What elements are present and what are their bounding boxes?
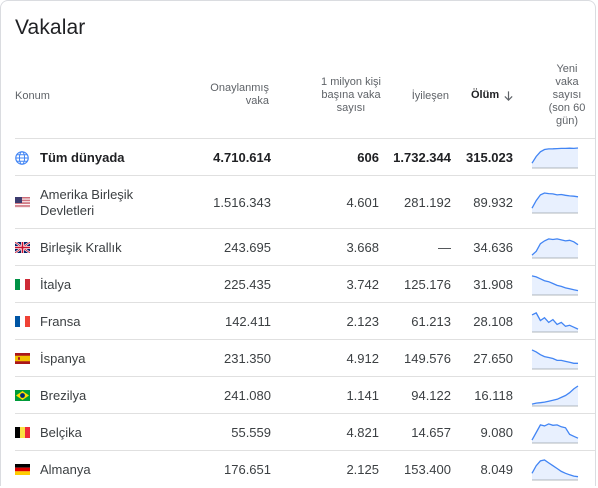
location-name: Fransa	[40, 313, 81, 329]
table-row[interactable]: Almanya 176.651 2.125 153.400 8.049	[15, 450, 595, 488]
location-name: İspanya	[40, 350, 86, 366]
deaths-value: 34.636	[473, 239, 513, 255]
table-row[interactable]: İspanya 231.350 4.912 149.576 27.650	[15, 339, 595, 377]
deaths-value: 9.080	[480, 424, 513, 440]
deaths-value: 16.118	[474, 387, 513, 403]
location-name: Belçika	[40, 424, 82, 440]
header-deaths-label: Ölüm	[471, 89, 500, 101]
per-million-value: 2.123	[346, 313, 379, 329]
table-row[interactable]: Belçika 55.559 4.821 14.657 9.080	[15, 413, 595, 451]
recovered-value: 94.122	[411, 387, 451, 403]
recovered-value: 125.176	[404, 276, 451, 292]
location-name: Tüm dünyada	[40, 149, 125, 165]
deaths-value: 8.049	[480, 461, 513, 477]
confirmed-value: 4.710.614	[213, 149, 271, 165]
belgium-flag-icon	[15, 427, 30, 438]
location-name: İtalya	[40, 276, 72, 292]
recovered-value: 14.657	[411, 424, 451, 440]
new-cases-sparkline	[531, 348, 578, 369]
table-row[interactable]: Birleşik Krallık 243.695 3.668 — 34.636	[15, 228, 595, 266]
location-name: Birleşik Krallık	[40, 239, 122, 255]
sort-down-arrow-icon	[504, 90, 513, 101]
header-recovered[interactable]: İyileşen	[411, 90, 449, 102]
recovered-value: 153.400	[404, 461, 451, 477]
deaths-value: 27.650	[473, 350, 513, 366]
header-confirmed[interactable]: Onaylanmış vaka	[210, 82, 269, 107]
table-row[interactable]: İtalya 225.435 3.742 125.176 31.908	[15, 265, 595, 303]
per-million-value: 3.668	[346, 239, 379, 255]
confirmed-value: 231.350	[224, 350, 271, 366]
worldwide-row[interactable]: Tüm dünyada 4.710.614 606 1.732.344 315.023	[15, 138, 595, 176]
table-row[interactable]: Brezilya 241.080 1.141 94.122 16.118	[15, 376, 595, 414]
recovered-value: 149.576	[404, 350, 451, 366]
card-title: Vakalar	[15, 16, 86, 39]
new-cases-sparkline	[531, 458, 579, 480]
new-cases-sparkline	[531, 191, 579, 213]
spain-flag-icon	[15, 353, 30, 364]
deaths-value: 89.932	[473, 194, 513, 210]
location-name: Brezilya	[40, 387, 87, 403]
italy-flag-icon	[15, 279, 30, 290]
location-name: Amerika Birleşik Devletleri	[40, 186, 134, 218]
recovered-value: —	[438, 239, 451, 255]
confirmed-value: 1.516.343	[213, 194, 271, 210]
table-row[interactable]: Fransa 142.411 2.123 61.213 28.108	[15, 302, 595, 340]
us-flag-icon	[15, 197, 30, 208]
new-cases-sparkline	[531, 422, 579, 443]
per-million-value: 606	[357, 149, 379, 165]
table-row[interactable]: Amerika Birleşik Devletleri 1.516.343 4.60…	[15, 175, 595, 229]
per-million-value: 4.821	[346, 424, 379, 440]
recovered-value: 61.213	[411, 313, 451, 329]
recovered-value: 1.732.344	[393, 149, 451, 165]
header-location: Konum	[15, 90, 50, 102]
new-cases-sparkline	[531, 311, 579, 332]
per-million-value: 2.125	[346, 461, 379, 477]
confirmed-value: 243.695	[224, 239, 271, 255]
globe-icon	[15, 150, 29, 165]
new-cases-sparkline	[531, 146, 579, 168]
header-new-cases[interactable]: Yeni vaka sayısı (son 60 gün)	[548, 63, 586, 127]
confirmed-value: 225.435	[224, 276, 271, 292]
brazil-flag-icon	[15, 390, 30, 401]
deaths-value: 31.908	[473, 276, 513, 292]
per-million-value: 4.601	[346, 194, 379, 210]
confirmed-value: 241.080	[224, 387, 271, 403]
per-million-value: 1.141	[346, 387, 379, 403]
per-million-value: 3.742	[346, 276, 379, 292]
confirmed-value: 176.651	[224, 461, 271, 477]
new-cases-sparkline	[531, 237, 579, 258]
new-cases-sparkline	[531, 274, 579, 295]
confirmed-value: 55.559	[231, 424, 271, 440]
france-flag-icon	[15, 316, 30, 327]
location-name: Almanya	[40, 461, 91, 477]
deaths-value: 315.023	[466, 149, 513, 165]
confirmed-value: 142.411	[224, 313, 271, 329]
uk-flag-icon	[15, 242, 30, 253]
deaths-value: 28.108	[473, 313, 513, 329]
recovered-value: 281.192	[404, 194, 451, 210]
germany-flag-icon	[15, 464, 30, 475]
header-deaths[interactable]: Ölüm	[471, 89, 514, 102]
header-per-million[interactable]: 1 milyon kişi başına vaka sayısı	[321, 76, 381, 114]
new-cases-sparkline	[531, 384, 579, 406]
per-million-value: 4.912	[346, 350, 379, 366]
